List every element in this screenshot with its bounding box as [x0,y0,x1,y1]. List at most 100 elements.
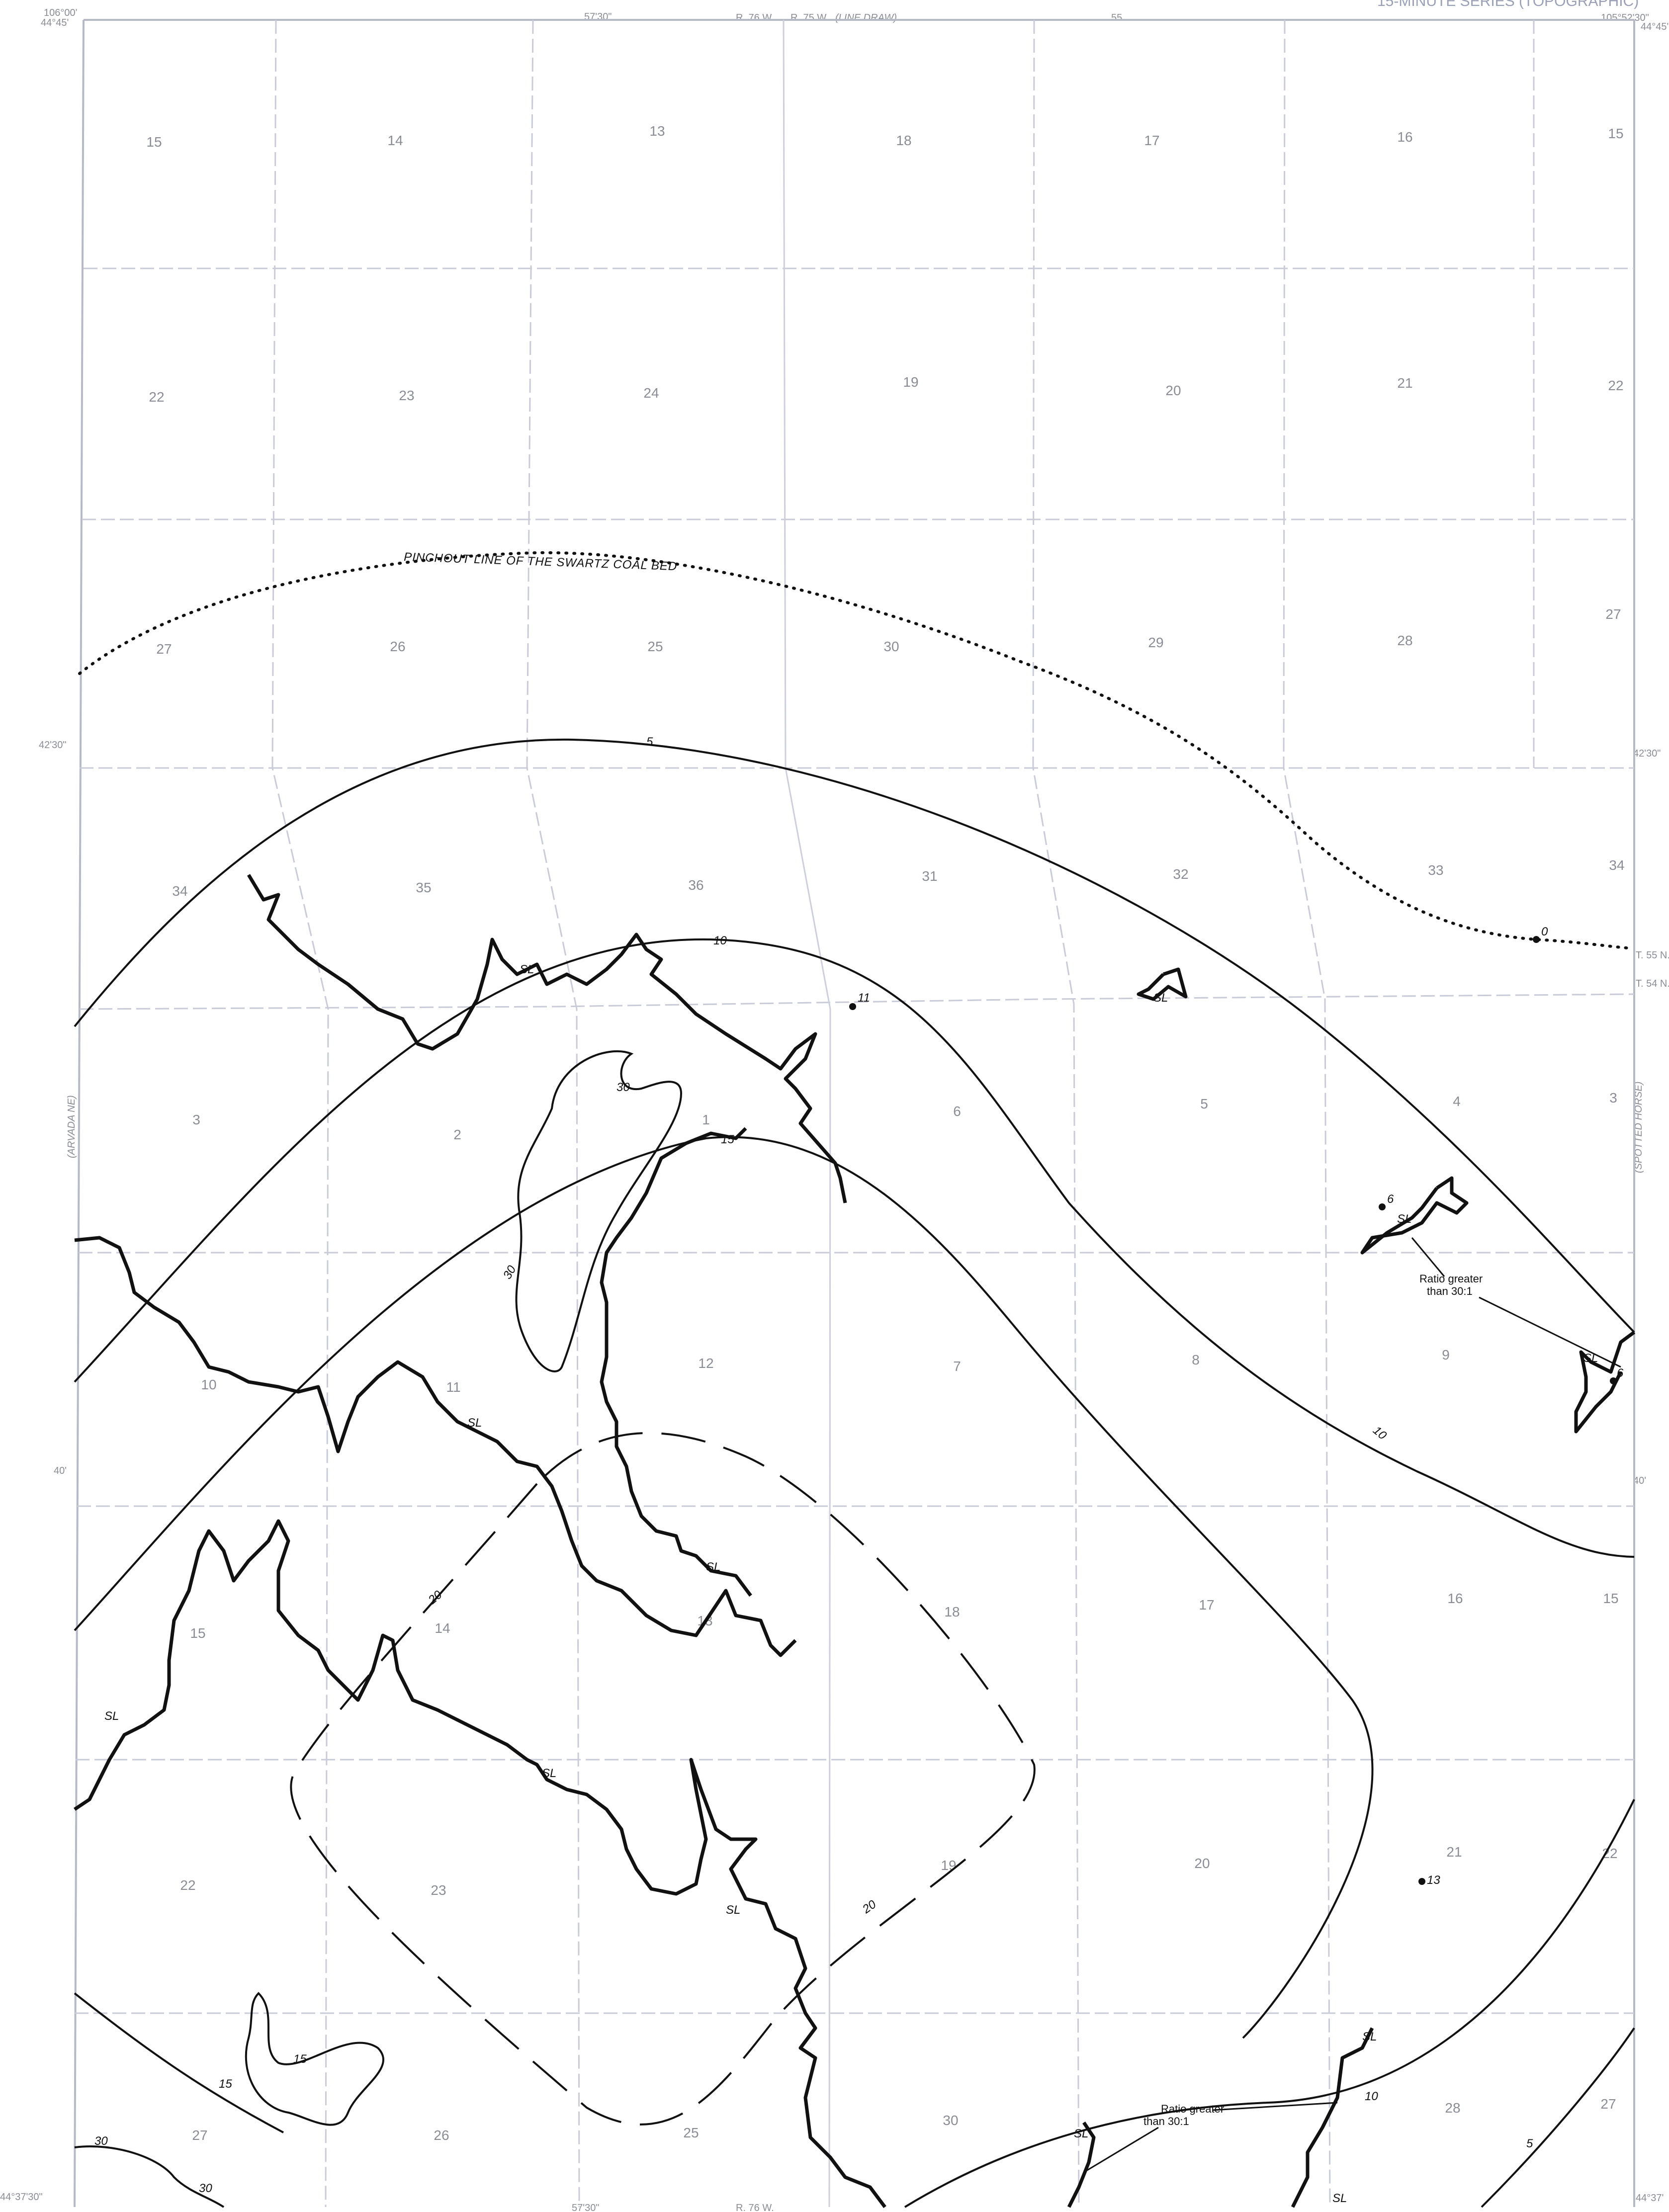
section-number: 33 [1428,862,1443,878]
section-number: 22 [1608,378,1623,393]
section-number: 27 [156,641,172,657]
bottom-range-label: R. 76 W. [736,2203,774,2212]
range-r75-label: R. 75 W. [791,12,829,23]
section-number: 15 [1603,1591,1618,1606]
section-number: 22 [180,1877,195,1893]
lat-bottom-right-label: 44°37' [1636,2193,1664,2204]
section-number: 18 [896,133,911,148]
section-number: 23 [399,388,414,403]
number-55-label: 55 [1111,12,1122,23]
range-r76-label: R. 76 W. [736,12,774,23]
drill-hole-marker [1533,936,1540,943]
contour-label-5: 5 [646,735,653,749]
section-grid [75,19,1635,2208]
contour-label-10: 10 [1370,1424,1389,1443]
section-number: 2 [453,1127,461,1142]
outcrop-label: SL [467,1416,482,1430]
section-number: 16 [1447,1591,1463,1606]
drill-hole-marker [1610,1377,1617,1384]
section-number: 14 [387,133,403,148]
section-number: 15 [190,1625,205,1641]
section-number: 30 [883,639,899,654]
drill-holes: 0 11 6 6 13 [849,925,1624,1887]
contour-label-30: 30 [94,2134,108,2148]
section-number: 28 [1445,2100,1460,2116]
section-number: 20 [1165,383,1181,398]
drill-hole-value: 13 [1427,1873,1440,1887]
lat-bottom-left-label: 44°37'30" [0,2192,43,2203]
drill-hole-value: 6 [1617,1366,1624,1380]
series-title: 15-MINUTE SERIES (TOPOGRAPHIC) [1377,0,1639,9]
section-number: 8 [1192,1352,1200,1367]
section-number: 21 [1397,375,1412,391]
section-number: 31 [922,868,937,884]
section-number: 28 [1397,633,1412,648]
outcrop-label: SL [726,1903,740,1917]
lat-top-right-label: 44°45' [1641,21,1669,32]
section-number: 34 [172,883,187,899]
section-number: 27 [192,2127,207,2143]
outcrop-label: SL [1583,1352,1598,1365]
quad-right-label: (SPOTTED HORSE) [1633,1082,1644,1173]
lat-top-left-label: 44°45' [41,17,69,28]
lat-4230-right-label: 42'30" [1633,748,1661,759]
quad-left-label: (ARVADA NE) [66,1095,77,1158]
outcrop-label: SL [542,1767,556,1780]
contour-label-15: 15 [219,2077,232,2091]
section-number: 1 [702,1112,710,1127]
contour-label-30: 30 [199,2182,212,2195]
contour-label-30: 30 [616,1081,630,1094]
contour-label-20: 20 [860,1897,879,1916]
pinchout-line: PINCHOUT LINE OF THE SWARTZ COAL BED [78,550,1635,950]
ratio-note-line1: Ratio greater [1419,1273,1483,1285]
section-number: 14 [435,1620,450,1636]
contour-label-10: 10 [1365,2090,1378,2103]
section-number: 16 [1397,129,1412,145]
section-number: 26 [434,2127,449,2143]
section-number: 23 [431,1882,446,1898]
section-number: 30 [943,2113,958,2128]
section-number: 12 [698,1356,713,1371]
ratio-note-line2: than 30:1 [1143,2115,1189,2127]
ratio-note-line2: than 30:1 [1427,1285,1473,1297]
section-number: 20 [1194,1856,1210,1871]
section-number: 3 [192,1112,200,1127]
section-number: 17 [1199,1597,1214,1613]
drill-hole-value: 11 [858,991,870,1005]
drill-hole-value: 0 [1541,925,1548,938]
ratio-note-line1: Ratio greater [1161,2103,1224,2115]
lat-40-right-label: 40' [1633,1475,1646,1486]
section-number: 11 [446,1379,460,1395]
lat-40-left-label: 40' [54,1465,67,1476]
outcrop-label: SL [520,963,534,976]
section-number: 25 [647,639,663,654]
drill-hole-value: 6 [1387,1192,1394,1206]
section-number: 21 [1446,1844,1462,1860]
contour-label-5: 5 [1526,2137,1533,2150]
outcrop-label: SL [1153,991,1168,1005]
section-number: 27 [1605,606,1621,622]
section-number: 19 [903,374,918,390]
section-number: 34 [1609,857,1624,873]
section-number: 35 [416,880,431,895]
section-number: 15 [146,134,162,150]
township-t54-label: T. 54 N. [1636,978,1669,989]
section-number: 7 [953,1359,961,1374]
section-number: 25 [683,2125,699,2140]
line-draw-label: (LINE DRAW) [835,12,897,23]
section-number: 24 [643,385,659,401]
outcrop-label: SL [104,1709,119,1723]
section-number: 32 [1173,866,1188,882]
pinchout-label: PINCHOUT LINE OF THE SWARTZ COAL BED [404,550,678,573]
section-number: 22 [149,389,164,405]
lon-left-label: 106°00' [44,7,77,18]
section-number: 5 [1200,1096,1208,1111]
section-number: 15 [1608,126,1623,141]
contour-label-30: 30 [501,1263,519,1281]
section-number: 27 [1600,2096,1616,2112]
lat-4230-left-label: 42'30" [39,740,66,751]
contour-label-15: 15 [293,2052,307,2066]
bottom-lon-mid-label: 57'30" [572,2203,599,2212]
section-number: 18 [944,1604,960,1619]
